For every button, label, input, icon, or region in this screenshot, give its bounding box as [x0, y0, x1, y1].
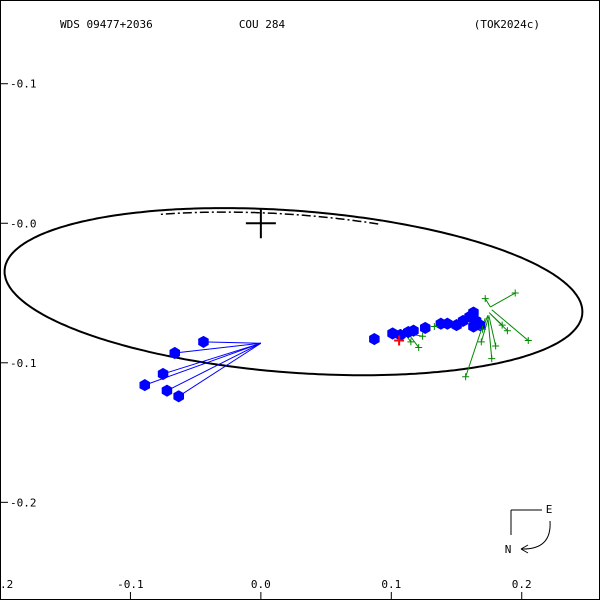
latest-point: [394, 335, 405, 346]
micrometry-residual: [162, 342, 262, 375]
observation-points: [139, 289, 532, 403]
micrometry-point: [198, 335, 209, 348]
compass: E N: [505, 503, 553, 556]
micrometry-point: [173, 390, 184, 403]
compass-arrow-head: [520, 544, 529, 554]
interferometry-point: [419, 332, 427, 340]
interferometry-point: [488, 355, 496, 363]
micrometry-point: [139, 379, 150, 392]
interferometry-point: [430, 323, 438, 331]
y-tick-label: -0.1: [10, 78, 37, 91]
interferometry-residual: [488, 316, 497, 347]
periastron-dash: [158, 211, 379, 225]
interferometry-point: [407, 338, 415, 346]
interferometry-point: [462, 373, 470, 381]
speckle-point: [442, 317, 453, 330]
speckle-point: [408, 324, 419, 337]
interferometry-point: [498, 321, 506, 329]
micrometry-point: [169, 346, 180, 360]
x-tick-label: 0.1: [381, 578, 401, 591]
discoverer-code: COU 284: [239, 18, 286, 31]
interferometry-point: [479, 325, 487, 333]
compass-arrow: [520, 520, 551, 550]
interferometry-point: [524, 336, 532, 344]
interferometry-point: [492, 342, 500, 350]
micrometry-point: [157, 367, 169, 381]
interferometry-residual: [488, 312, 503, 326]
y-tick-label: -0.0: [10, 217, 37, 230]
interferometry-point: [503, 327, 511, 335]
interferometry-point: [481, 295, 489, 303]
micrometry-residual: [203, 341, 261, 344]
interferometry-residual: [487, 316, 493, 359]
y-axis-ticks: -0.1 -0.0 -0.1 -0.2: [1, 78, 37, 509]
micrometry-residual: [174, 342, 261, 354]
wds-identifier: WDS 09477+2036: [60, 18, 153, 31]
interferometry-point: [415, 343, 423, 351]
x-tick-label: -0.1: [117, 578, 144, 591]
primary-star-cross: [245, 208, 276, 239]
compass-east-arm: [510, 509, 542, 535]
y-tick-label: -0.2: [10, 496, 37, 509]
speckle-point: [369, 333, 380, 346]
x-axis-ticks: -0.2 -0.1 0.0 0.1 0.2: [0, 578, 532, 599]
compass-east-label: E: [546, 503, 553, 516]
micrometry-residual: [166, 342, 262, 392]
interferometry-residual: [484, 298, 491, 308]
compass-north-label: N: [505, 543, 512, 556]
speckle-point: [420, 321, 431, 334]
interferometry-point: [511, 289, 519, 297]
orbit-ellipse: [3, 207, 584, 377]
micrometry-point: [161, 384, 173, 397]
x-tick-label: 0.2: [512, 578, 532, 591]
x-tick-label: 0.0: [251, 578, 271, 591]
interferometry-point: [477, 338, 485, 346]
orbit-reference: (TOK2024c): [474, 18, 540, 31]
x-tick-label: -0.2: [0, 578, 13, 591]
y-tick-label: -0.1: [10, 357, 37, 370]
interferometry-residual: [491, 309, 529, 341]
micrometry-residual: [178, 342, 262, 397]
orbit-path: [3, 207, 584, 377]
interferometry-residual: [490, 292, 516, 308]
